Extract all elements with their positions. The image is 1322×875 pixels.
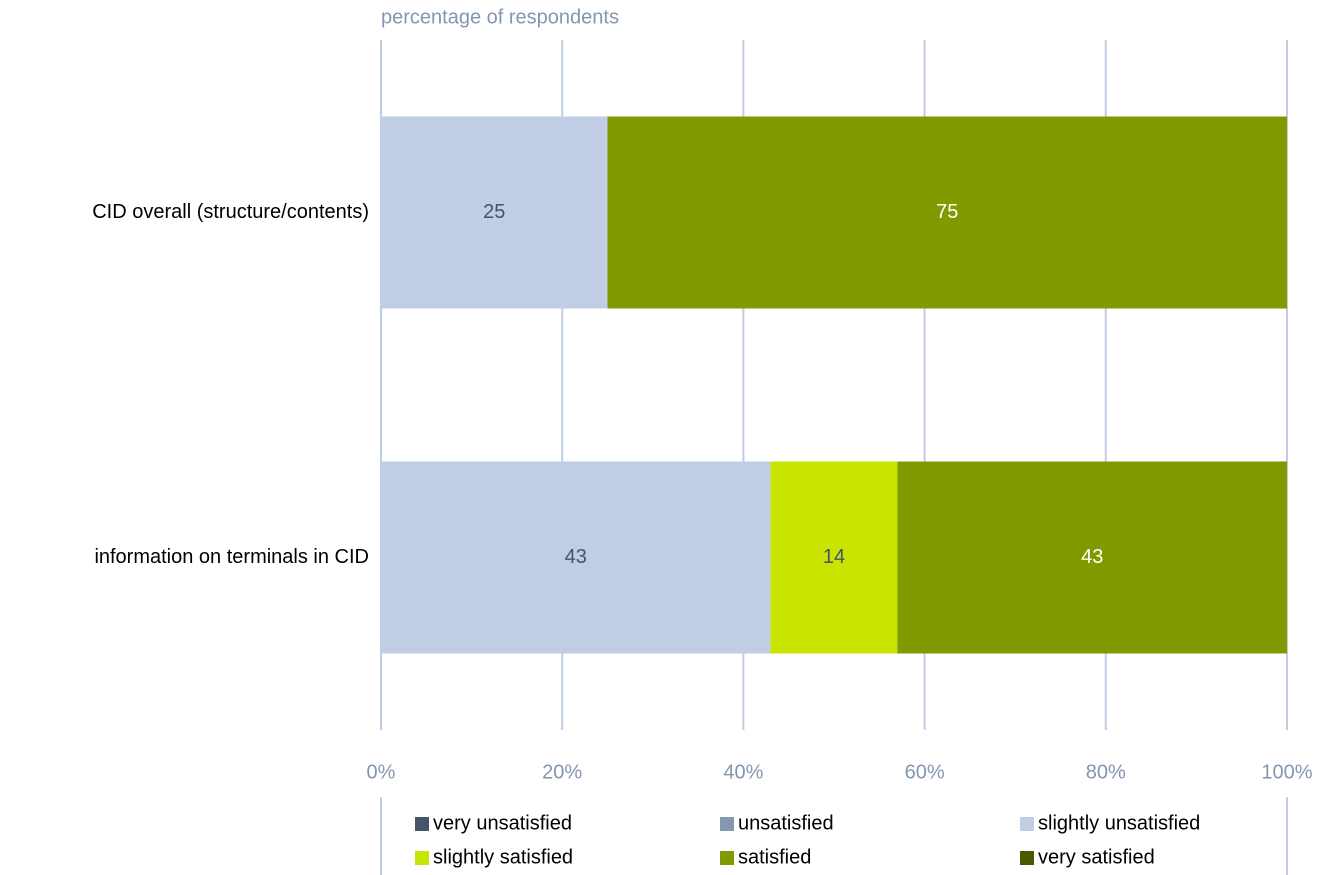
legend-swatch: [720, 851, 734, 865]
y-tick-label: CID overall (structure/contents): [92, 201, 369, 223]
legend-swatch: [1020, 851, 1034, 865]
legend-label: slightly satisfied: [433, 846, 573, 868]
x-tick-label: 60%: [905, 761, 945, 783]
bar-segment: [381, 116, 608, 309]
x-tick-label: 40%: [723, 761, 763, 783]
bar-segment: [381, 461, 771, 654]
data-label: 43: [1081, 546, 1103, 568]
legend-label: very satisfied: [1038, 846, 1155, 868]
legend-label: slightly unsatisfied: [1038, 812, 1200, 834]
legend-swatch: [720, 817, 734, 831]
x-tick-label: 80%: [1086, 761, 1126, 783]
x-tick-label: 0%: [367, 761, 396, 783]
legend-swatch: [1020, 817, 1034, 831]
y-tick-label: information on terminals in CID: [94, 546, 369, 568]
legend-swatch: [415, 851, 429, 865]
legend-swatch: [415, 817, 429, 831]
bar-segment: [770, 461, 898, 654]
bar-segment: [607, 116, 1287, 309]
data-label: 25: [483, 201, 505, 223]
axis-title: percentage of respondents: [381, 6, 619, 28]
x-tick-label: 100%: [1261, 761, 1312, 783]
x-tick-label: 20%: [542, 761, 582, 783]
data-label: 43: [565, 546, 587, 568]
data-label: 14: [823, 546, 845, 568]
legend-label: satisfied: [738, 846, 811, 868]
bar-segment: [897, 461, 1287, 654]
legend-label: very unsatisfied: [433, 812, 572, 834]
legend-label: unsatisfied: [738, 812, 834, 834]
data-label: 75: [936, 201, 958, 223]
